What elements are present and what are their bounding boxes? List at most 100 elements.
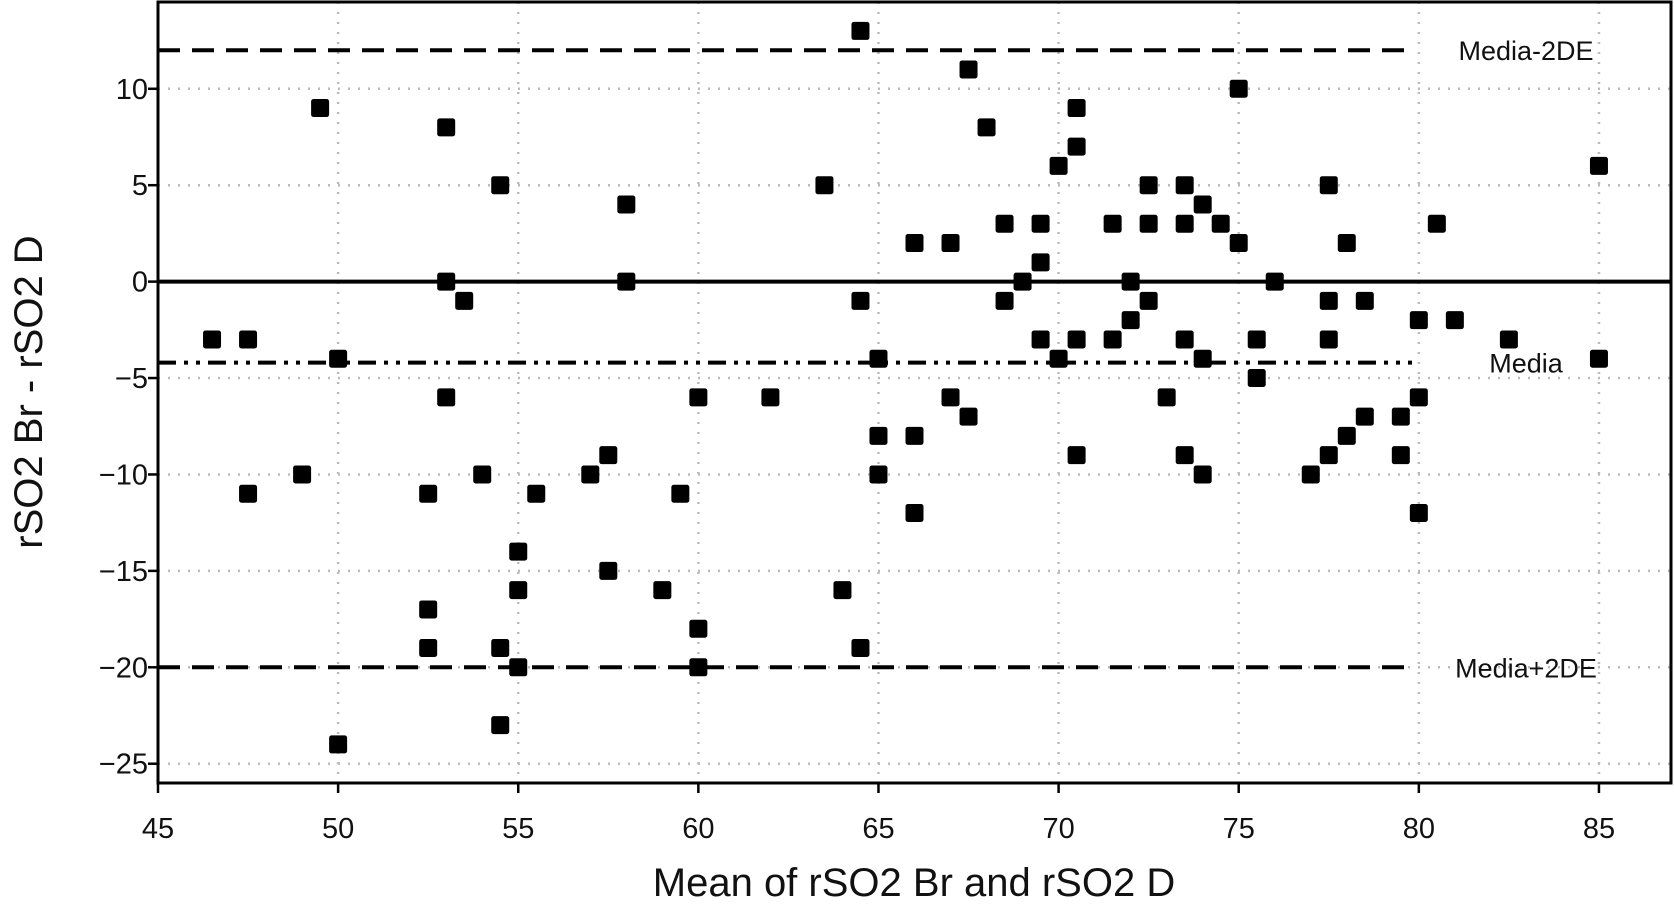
data-point: [689, 388, 708, 407]
data-point: [293, 465, 312, 484]
x-tick-label: 70: [1042, 813, 1074, 845]
x-tick-label: 85: [1583, 813, 1615, 845]
data-point: [689, 658, 708, 677]
data-point: [1409, 388, 1428, 407]
data-point: [1031, 214, 1050, 233]
data-point: [617, 272, 636, 291]
data-point: [437, 118, 456, 137]
x-tick-label: 80: [1403, 813, 1435, 845]
data-point: [869, 465, 888, 484]
data-point: [419, 639, 438, 658]
data-point: [599, 446, 618, 465]
data-point: [581, 465, 600, 484]
data-point: [1049, 349, 1068, 368]
data-point: [1355, 407, 1374, 426]
data-point: [995, 291, 1014, 310]
y-tick-label: 5: [132, 170, 148, 202]
data-point: [1391, 407, 1410, 426]
data-point: [311, 99, 330, 118]
data-point: [617, 195, 636, 214]
data-point: [1121, 272, 1140, 291]
y-tick-label: −5: [115, 363, 148, 395]
data-point: [1139, 214, 1158, 233]
data-point: [1301, 465, 1320, 484]
data-point: [239, 330, 258, 349]
data-point: [1175, 446, 1194, 465]
plot-frame: [156, 0, 1673, 785]
data-point: [1589, 349, 1608, 368]
y-tick-label: −25: [99, 749, 148, 781]
data-point: [1319, 291, 1338, 310]
data-point: [599, 561, 618, 580]
data-point: [509, 658, 528, 677]
data-point: [1193, 465, 1212, 484]
data-point: [329, 735, 348, 754]
data-point: [869, 426, 888, 445]
data-point: [959, 60, 978, 79]
x-axis-title: Mean of rSO2 Br and rSO2 D: [653, 861, 1175, 905]
data-point: [1229, 79, 1248, 98]
data-point: [1103, 214, 1122, 233]
data-point: [1355, 291, 1374, 310]
data-point: [437, 272, 456, 291]
data-point: [419, 600, 438, 619]
data-point: [959, 407, 978, 426]
data-points: [203, 21, 1608, 754]
data-point: [851, 291, 870, 310]
data-point: [1067, 330, 1086, 349]
data-point: [977, 118, 996, 137]
y-tick-label: −15: [99, 556, 148, 588]
y-axis-title: rSO2 Br - rSO2 D: [7, 235, 51, 548]
data-point: [1319, 446, 1338, 465]
data-point: [905, 426, 924, 445]
reference-lines: Media-2DE Media Media+2DE: [158, 36, 1671, 683]
data-point: [815, 176, 834, 195]
y-tick-label: 0: [132, 267, 148, 299]
data-point: [1193, 195, 1212, 214]
data-point: [671, 484, 690, 503]
data-point: [1175, 176, 1194, 195]
data-point: [491, 639, 510, 658]
data-point: [905, 234, 924, 253]
x-tick-label: 50: [322, 813, 354, 845]
data-point: [1013, 272, 1032, 291]
data-point: [419, 484, 438, 503]
data-point: [761, 388, 780, 407]
data-point: [1319, 330, 1338, 349]
data-point: [995, 214, 1014, 233]
data-point: [455, 291, 474, 310]
data-point: [1049, 156, 1068, 175]
data-point: [1175, 330, 1194, 349]
data-point: [1499, 330, 1518, 349]
data-point: [527, 484, 546, 503]
y-tick-label: −20: [99, 652, 148, 684]
data-point: [833, 581, 852, 600]
data-point: [1175, 214, 1194, 233]
data-point: [941, 234, 960, 253]
data-point: [1067, 99, 1086, 118]
data-point: [689, 619, 708, 638]
reference-line-label: Media-2DE: [1458, 36, 1593, 66]
data-point: [1031, 330, 1050, 349]
data-point: [509, 542, 528, 561]
data-point: [1139, 291, 1158, 310]
data-point: [473, 465, 492, 484]
data-point: [1589, 156, 1608, 175]
data-point: [1391, 446, 1410, 465]
data-point: [905, 504, 924, 523]
data-point: [653, 581, 672, 600]
data-point: [1139, 176, 1158, 195]
data-point: [1337, 234, 1356, 253]
data-point: [1445, 311, 1464, 330]
data-point: [203, 330, 222, 349]
data-point: [1157, 388, 1176, 407]
reference-line-label: Media+2DE: [1455, 653, 1597, 683]
data-point: [491, 176, 510, 195]
data-point: [1247, 330, 1266, 349]
data-point: [1247, 369, 1266, 388]
data-point: [1319, 176, 1338, 195]
data-point: [1121, 311, 1140, 330]
data-point: [1067, 137, 1086, 156]
data-point: [1409, 311, 1428, 330]
